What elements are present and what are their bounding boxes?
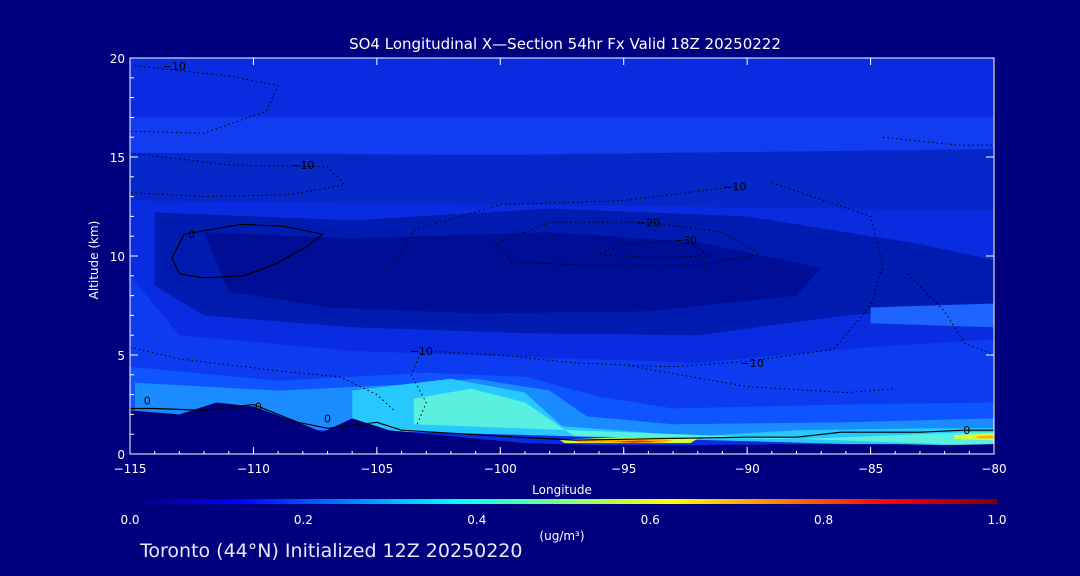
x-axis: −115 −110 −105 −100 −95 −90 −85 −80 [114,58,1007,476]
contour-line [396,186,735,261]
contour-label: −10 [740,357,763,370]
contour-lines [130,65,994,441]
contour-label: −10 [410,345,433,358]
init-info-footer: Toronto (44°N) Initialized 12Z 20250220 [140,540,523,562]
x-axis-label: Longitude [532,483,592,497]
contour-label: −10 [163,60,186,73]
field-band [130,149,994,211]
contour-line [882,136,994,146]
field-band [204,232,822,314]
x-tick-label: −85 [858,462,883,476]
field-band [870,303,994,328]
x-tick-label: −90 [734,462,759,476]
contour-labels: −10 −10 −10 −20 −30 0 −10 −10 0 0 0 0 [144,60,970,437]
x-tick-label: −80 [981,462,1006,476]
contour-line [171,223,324,279]
colorbar-tick-label: 0.2 [294,513,313,527]
colorbar-tick-label: 1.0 [987,513,1006,527]
chart-title: SO4 Longitudinal X—Section 54hr Fx Valid… [349,35,781,53]
field-band [976,435,994,439]
field-band [130,402,994,454]
field-band [352,378,994,449]
field-band [413,388,994,447]
contour-line [130,346,395,411]
x-tick-label: −100 [484,462,517,476]
x-tick-label: −115 [114,462,147,476]
y-tick-label: 10 [110,250,125,264]
contour-line [130,65,279,134]
colorbar [130,499,997,504]
contour-line [598,239,712,259]
contour-line [410,182,884,427]
contour-line [130,152,346,198]
contour-label: −10 [291,159,314,172]
x-tick-label: −105 [360,462,393,476]
y-tick-label: 0 [117,448,125,462]
contour-label: 0 [188,228,195,241]
field-band [130,117,994,155]
colorbar-ticks: 0.0 0.2 0.4 0.6 0.8 1.0 [120,513,1006,527]
y-tick-label: 20 [110,52,125,66]
y-axis-label: Altitude (km) [87,221,101,300]
colorbar-tick-label: 0.8 [814,513,833,527]
contour-label: 0 [144,395,151,408]
contour-label: 0 [255,401,262,414]
field-band [611,440,659,443]
contour-label: 0 [963,424,970,437]
contour-label: 0 [324,412,331,425]
x-tick-label: −110 [237,462,270,476]
y-axis: 0 5 10 15 20 [110,52,994,462]
y-tick-label: 15 [110,151,125,165]
colorbar-tick-label: 0.0 [120,513,139,527]
colorbar-unit-label: (ug/m³) [539,529,584,543]
colorbar-tick-label: 0.4 [467,513,486,527]
x-tick-label: −95 [611,462,636,476]
contour-label: −30 [674,234,697,247]
contour-line [130,403,994,441]
field-band [954,433,994,441]
contour-line [494,221,761,267]
colorbar-tick-label: 0.6 [641,513,660,527]
contour-label: −10 [723,181,746,194]
y-tick-label: 5 [117,349,125,363]
concentration-field [130,58,994,454]
contour-label: −20 [637,216,660,229]
